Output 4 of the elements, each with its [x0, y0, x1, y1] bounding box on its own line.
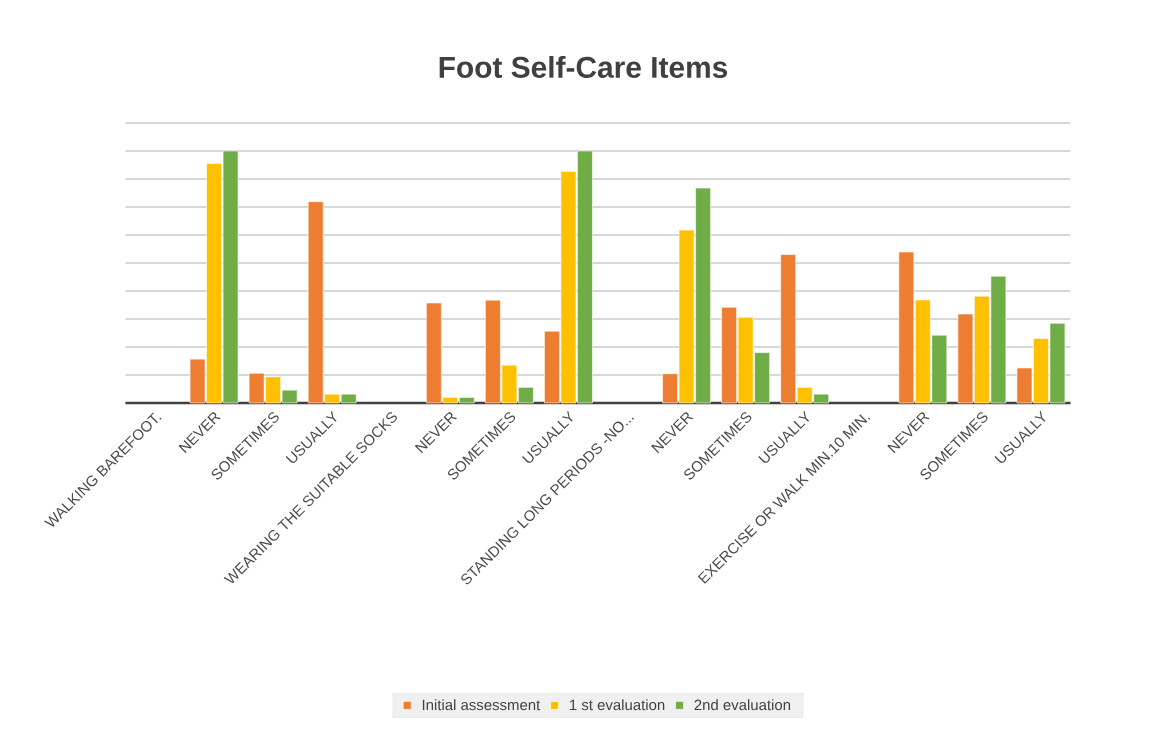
legend-label: 1 st evaluation [570, 699, 665, 711]
legend-label: 2nd evaluation [694, 699, 791, 711]
legend-label: Initial assessment [422, 699, 541, 711]
chart-title: Foot Self-Care Items [439, 56, 728, 78]
